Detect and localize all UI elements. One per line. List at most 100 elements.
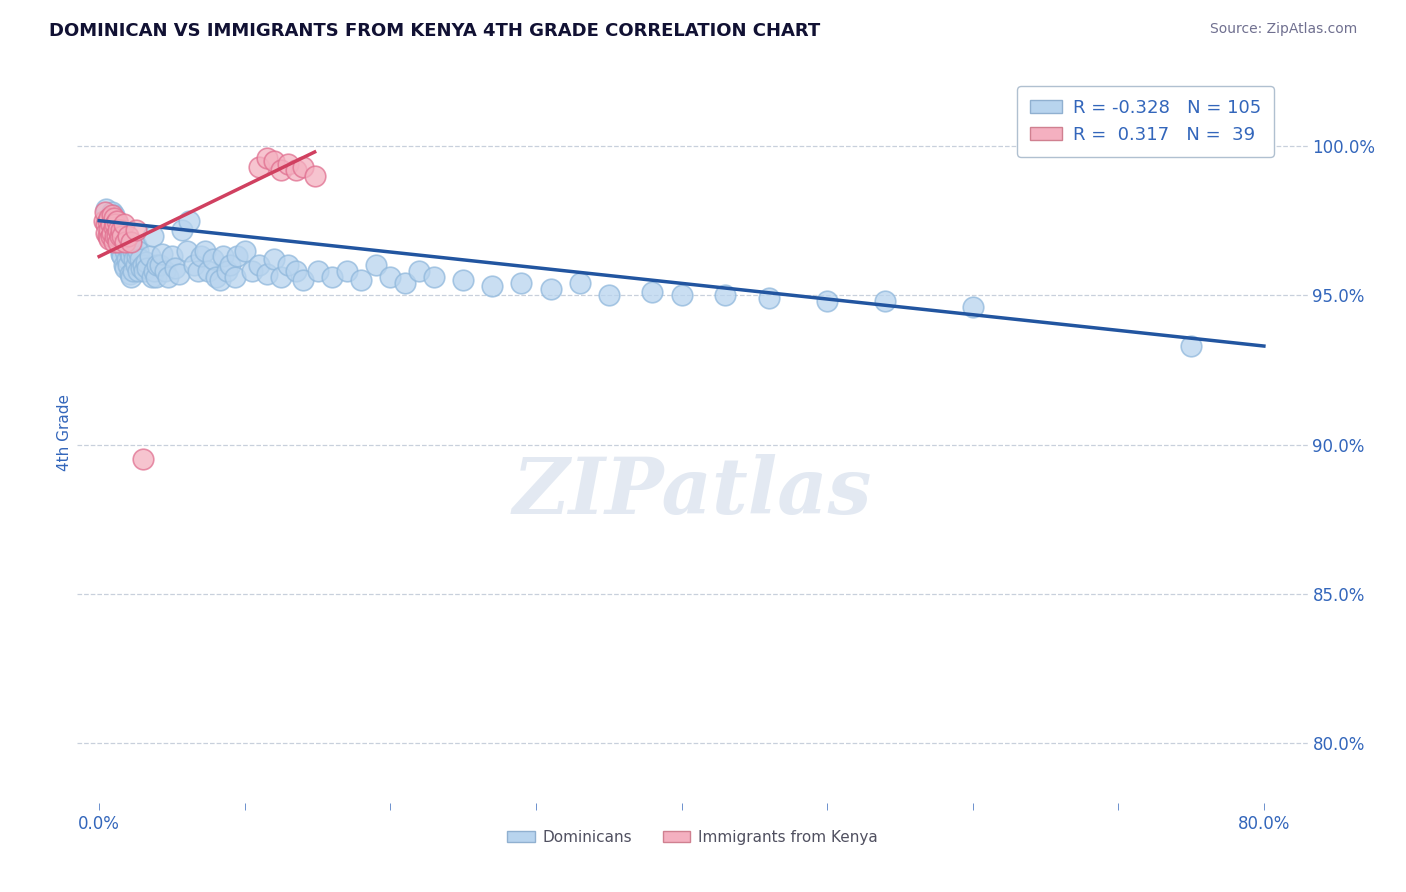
Point (120, 235, 142, 249)
Point (183, 259, 205, 273)
Point (105, 228, 128, 243)
Point (103, 219, 125, 234)
Point (111, 250, 134, 264)
Point (226, 250, 249, 264)
Point (124, 237, 146, 252)
Point (118, 246, 141, 260)
Point (112, 259, 135, 273)
Point (134, 264, 156, 278)
Point (217, 264, 239, 278)
Point (105, 213, 128, 227)
Point (117, 228, 139, 243)
Point (110, 228, 132, 243)
Point (336, 264, 359, 278)
Point (110, 222, 132, 236)
Point (94, 204, 117, 219)
Point (815, 294, 838, 309)
Point (179, 213, 201, 227)
Point (120, 250, 142, 264)
Point (146, 259, 169, 273)
Point (127, 244, 149, 258)
Point (110, 246, 132, 260)
Point (98, 211, 121, 225)
Point (98, 231, 121, 245)
Point (408, 264, 430, 278)
Point (115, 235, 138, 249)
Point (108, 228, 131, 243)
Point (142, 228, 165, 243)
Point (104, 213, 127, 227)
Point (96, 226, 118, 240)
Point (270, 162, 292, 177)
Text: ZIPatlas: ZIPatlas (513, 454, 872, 530)
Point (598, 288, 620, 302)
Point (118, 268, 141, 282)
Point (104, 228, 127, 243)
Point (540, 282, 562, 296)
Point (101, 204, 124, 219)
Point (714, 288, 737, 302)
Point (284, 264, 307, 278)
Point (962, 300, 984, 314)
Point (172, 222, 194, 236)
Point (132, 259, 155, 273)
Point (160, 250, 183, 264)
Point (197, 264, 219, 278)
Point (240, 264, 263, 278)
Point (145, 270, 167, 285)
Point (277, 157, 299, 171)
Point (212, 250, 235, 264)
Text: DOMINICAN VS IMMIGRANTS FROM KENYA 4TH GRADE CORRELATION CHART: DOMINICAN VS IMMIGRANTS FROM KENYA 4TH G… (49, 22, 821, 40)
Point (758, 291, 780, 305)
Point (201, 252, 224, 267)
Text: Source: ZipAtlas.com: Source: ZipAtlas.com (1209, 22, 1357, 37)
Point (143, 264, 166, 278)
Point (1180, 339, 1202, 353)
Point (350, 273, 373, 287)
Point (204, 270, 226, 285)
Point (247, 259, 270, 273)
Point (111, 231, 134, 245)
Point (190, 250, 212, 264)
Point (141, 270, 163, 285)
Point (117, 259, 139, 273)
Y-axis label: 4th Grade: 4th Grade (56, 394, 72, 471)
Point (131, 261, 153, 276)
Point (101, 208, 124, 222)
Point (247, 160, 270, 174)
Point (97, 213, 120, 227)
Point (263, 153, 285, 168)
Point (136, 261, 159, 276)
Point (103, 211, 125, 225)
Point (132, 452, 155, 467)
Point (121, 264, 143, 278)
Point (156, 270, 179, 285)
Point (105, 222, 128, 236)
Point (380, 270, 402, 285)
Point (304, 169, 326, 183)
Point (671, 288, 693, 302)
Point (108, 226, 131, 240)
Point (104, 217, 127, 231)
Point (107, 235, 129, 249)
Point (112, 217, 135, 231)
Point (93, 213, 115, 227)
Point (219, 259, 242, 273)
Point (364, 259, 387, 273)
Point (107, 231, 129, 245)
Point (292, 160, 315, 174)
Point (103, 235, 125, 249)
Point (105, 235, 128, 249)
Point (263, 252, 285, 267)
Point (153, 264, 176, 278)
Point (139, 250, 162, 264)
Point (101, 226, 124, 240)
Point (423, 270, 446, 285)
Point (176, 244, 198, 258)
Point (224, 270, 246, 285)
Point (108, 241, 131, 255)
Point (121, 244, 143, 258)
Point (124, 222, 146, 236)
Point (481, 279, 503, 293)
Point (112, 237, 135, 252)
